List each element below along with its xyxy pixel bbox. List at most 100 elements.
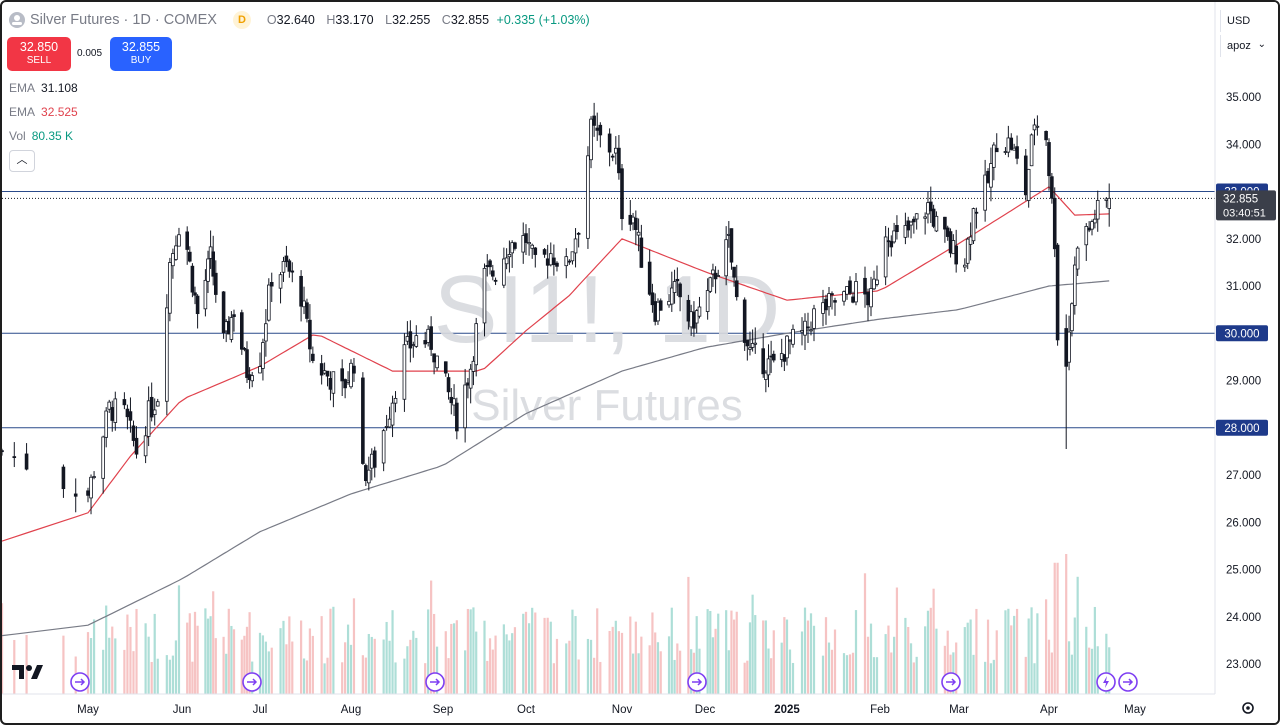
candle-body [502, 258, 506, 286]
volume-bar [502, 624, 505, 694]
candle-body [369, 453, 374, 469]
volume-bar [412, 630, 415, 694]
collapse-indicators-button[interactable]: ︿ [9, 150, 35, 172]
volume-bar [475, 631, 478, 694]
candle-body [331, 371, 336, 394]
volume-bar [409, 639, 412, 694]
volume-bar [1065, 554, 1068, 694]
candle-body [914, 213, 919, 220]
volume-bar [1004, 610, 1007, 694]
volume-bar [912, 662, 915, 694]
volume-bar [243, 635, 246, 694]
volume-bar [108, 637, 111, 694]
candle-body [1012, 147, 1016, 151]
volume-bar [543, 617, 546, 694]
scale-selector[interactable]: apoz ⌄ [1220, 35, 1270, 57]
volume-bar [893, 636, 896, 694]
volume-bar [188, 613, 191, 694]
sell-button[interactable]: 32.850 SELL [7, 37, 71, 71]
buy-button[interactable]: 32.855 BUY [110, 37, 172, 71]
candle-body [824, 298, 828, 311]
volume-bar [714, 628, 717, 694]
candle-body [258, 366, 262, 374]
volume-bar [227, 608, 230, 694]
volume-bar [299, 620, 303, 694]
candle-body [573, 238, 578, 254]
volume-bar [341, 662, 344, 694]
candle-body [1050, 176, 1054, 199]
settings-gear-icon[interactable] [1240, 700, 1256, 716]
volume-bar [895, 587, 899, 694]
indicator-ema-short[interactable]: EMA 32.525 [9, 105, 78, 119]
candle-body [482, 267, 487, 324]
volume-bar [367, 633, 370, 694]
candle-body [443, 361, 448, 374]
currency-selector[interactable]: USD [1220, 10, 1270, 32]
exchange-badge[interactable]: D [232, 11, 251, 29]
volume-bar [1093, 606, 1096, 694]
candle-body [349, 362, 353, 388]
candle-body [302, 300, 306, 308]
candle-body [1032, 124, 1037, 131]
spread-value: 0.005 [77, 48, 103, 59]
candle-body [931, 208, 936, 227]
volume-bar [206, 618, 210, 694]
candle-body [152, 409, 157, 415]
candle-body [892, 230, 896, 243]
volume-bar [984, 661, 987, 694]
volume-bar [264, 641, 267, 694]
ema-short-line [2, 186, 1110, 542]
volume-bar [989, 663, 993, 694]
volume-bar [531, 607, 534, 694]
candle-body [1093, 218, 1097, 224]
candle-body [490, 270, 495, 277]
volume-bar [305, 660, 309, 694]
volume-bar [637, 653, 640, 694]
candle-body [1006, 137, 1011, 153]
candle-body [261, 342, 265, 369]
candle-body [387, 418, 392, 428]
volume-bar [332, 606, 335, 694]
candle-body [610, 155, 615, 158]
candle-body [872, 278, 876, 290]
volume-bar [488, 638, 492, 694]
candle-body [278, 274, 283, 289]
symbol-title[interactable]: Silver Futures · 1D · COMEX [30, 12, 217, 28]
candle-body [89, 476, 93, 499]
candle-body [785, 335, 789, 359]
indicator-volume[interactable]: Vol 80.35 K [9, 129, 74, 143]
candle-body [390, 402, 395, 426]
volume-bar [824, 617, 828, 694]
volume-bar [943, 645, 946, 694]
indicator-ema-long[interactable]: EMA 31.108 [9, 81, 78, 95]
candle-body [945, 227, 950, 237]
volume-bar [748, 622, 752, 694]
time-tick-label: May [77, 704, 99, 716]
candle-body [697, 306, 702, 317]
volume-bar [926, 610, 930, 694]
volume-bar [676, 643, 679, 694]
candle-body [729, 228, 734, 263]
candle-body [1029, 134, 1034, 167]
volume-bar [126, 614, 129, 694]
volume-bar [727, 650, 730, 694]
candle-body [468, 368, 473, 389]
volume-bar [673, 659, 676, 694]
volume-bar [875, 657, 879, 694]
candle-body [361, 377, 365, 464]
candle-body [128, 411, 133, 421]
volume-bar [915, 656, 918, 694]
candle-body [928, 201, 933, 212]
candle-body [576, 232, 581, 235]
time-tick-label: Nov [612, 704, 633, 716]
volume-bar [821, 655, 825, 694]
volume-bar [186, 622, 189, 694]
candle-body [552, 257, 556, 265]
candle-body [912, 218, 916, 223]
volume-bar [783, 617, 786, 694]
volume-bar [232, 629, 236, 694]
volume-bar [770, 658, 773, 694]
volume-bar [842, 653, 846, 694]
candle-body [965, 238, 970, 264]
